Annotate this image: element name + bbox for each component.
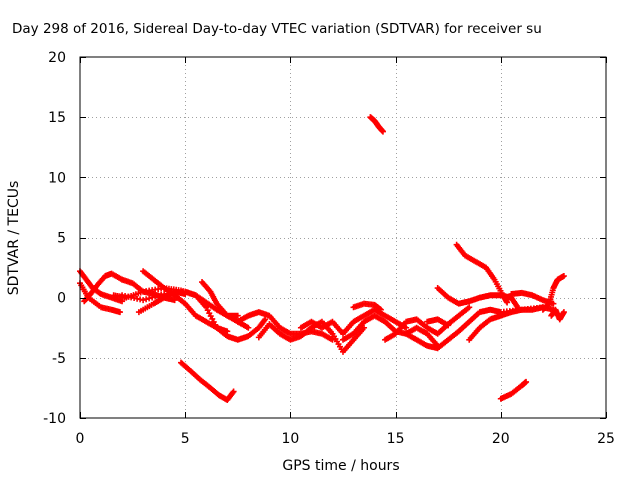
data-point	[403, 324, 410, 331]
series-track-21	[466, 304, 557, 343]
data-point	[329, 336, 336, 343]
data-point	[230, 388, 237, 395]
series-track-24	[539, 273, 567, 313]
series-track-14	[350, 300, 384, 313]
data-point	[466, 304, 473, 311]
series-track-9	[199, 279, 252, 331]
y-tick-label: -5	[52, 351, 66, 367]
x-tick-label: 20	[492, 431, 510, 447]
x-tick-label: 25	[597, 431, 615, 447]
data-point	[377, 306, 384, 313]
data-point	[379, 128, 386, 135]
series-track-18	[424, 316, 452, 329]
x-axis-label: GPS time / hours	[282, 458, 399, 474]
data-point	[143, 296, 150, 303]
data-point	[146, 295, 153, 302]
data-point	[140, 297, 147, 304]
y-tick-label: 20	[48, 50, 66, 66]
series-track-20	[453, 241, 511, 306]
y-tick-label: 10	[48, 170, 66, 186]
y-tick-label: 15	[48, 110, 66, 126]
series-track-17	[403, 304, 546, 352]
series-track-15	[367, 114, 386, 135]
series-track-26	[177, 359, 237, 403]
series-track-19	[434, 285, 521, 311]
grid-lines	[80, 57, 606, 418]
data-point	[182, 291, 189, 298]
data-point	[504, 299, 511, 306]
series-track-8	[140, 268, 231, 335]
x-tick-label: 5	[181, 431, 190, 447]
y-tick-label: -10	[43, 411, 66, 427]
data-point	[545, 301, 552, 308]
series-track-13	[340, 312, 441, 349]
series-track-22	[497, 378, 530, 402]
y-tick-label: 5	[57, 231, 66, 247]
data-point	[116, 309, 123, 316]
data-point	[560, 273, 567, 280]
x-tick-label: 10	[281, 431, 299, 447]
data-points	[77, 114, 567, 403]
x-tick-label: 15	[387, 431, 405, 447]
plot-frame	[79, 56, 607, 419]
data-point	[445, 322, 452, 329]
data-point	[361, 324, 368, 331]
data-point	[560, 309, 567, 316]
data-point	[523, 378, 530, 385]
series-track-25	[548, 306, 567, 323]
data-point	[224, 328, 231, 335]
y-tick-label: 0	[57, 291, 66, 307]
data-point	[245, 324, 252, 331]
x-tick-label: 0	[76, 431, 85, 447]
axis-ticks: 0 5 10 15 20 25 -10 -5 0 5 10 15 20	[43, 50, 615, 447]
data-point	[234, 312, 241, 319]
chart-title: Day 298 of 2016, Sidereal Day-to-day VTE…	[12, 21, 542, 37]
series-track-16	[382, 304, 473, 343]
y-axis-label: SDTVAR / TECUs	[6, 181, 22, 296]
data-point	[262, 316, 269, 323]
